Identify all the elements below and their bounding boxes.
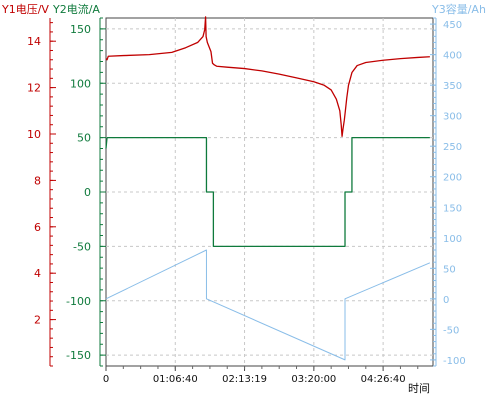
axes [49, 17, 437, 371]
y3-tick-label: 150 [443, 203, 462, 214]
y1-tick-label: 12 [27, 82, 41, 95]
y2-axis-title: Y2电流/A [52, 2, 100, 16]
y2-tick-label: 100 [70, 77, 91, 90]
y1-tick-label: 2 [34, 314, 41, 327]
y3-tick-label: 450 [443, 20, 462, 31]
y3-tick-label: -50 [443, 325, 459, 336]
y1-tick-label: 4 [34, 267, 41, 280]
y1-tick-label: 14 [27, 35, 41, 48]
y1-tick-label: 6 [34, 221, 41, 234]
y3-axis-title: Y3容量/Ah [431, 2, 486, 16]
series-layer [105, 16, 431, 361]
y2-tick-label: 150 [70, 23, 91, 36]
x-tick-label: 04:26:40 [361, 374, 406, 385]
x-axis-title: 时间 [408, 382, 430, 395]
y3-tick-label: 0 [443, 295, 449, 306]
y3-tick-label: 50 [443, 264, 456, 275]
y1-series-line [105, 16, 430, 137]
y2-tick-label: -150 [66, 349, 91, 362]
x-tick-label: 0 [103, 374, 109, 385]
y3-tick-label: 100 [443, 234, 462, 245]
x-tick-label: 03:20:00 [291, 374, 336, 385]
x-tick-label: 01:06:40 [153, 374, 198, 385]
y3-tick-label: 300 [443, 112, 462, 123]
y2-tick-label: 50 [77, 132, 91, 145]
y3-tick-label: 250 [443, 142, 462, 153]
label-layer: Y1电压/V Y2电流/A Y3容量/Ah 时间 0 01:06:40 02:13:… [1, 2, 486, 395]
y2-tick-label: 0 [84, 186, 91, 199]
y2-series-line [105, 136, 430, 248]
y1-tick-label: 8 [34, 174, 41, 187]
y3-tick-label: 200 [443, 173, 462, 184]
y2-tick-label: -100 [66, 295, 91, 308]
y1-tick-label: 10 [27, 128, 41, 141]
x-tick-label: 02:13:19 [222, 374, 267, 385]
y3-tick-label: -100 [443, 356, 466, 367]
y1-axis-title: Y1电压/V [1, 3, 49, 16]
y3-tick-label: 350 [443, 81, 462, 92]
y2-tick-label: -50 [73, 240, 91, 253]
y3-series-line [105, 249, 431, 361]
y3-tick-label: 400 [443, 51, 462, 62]
